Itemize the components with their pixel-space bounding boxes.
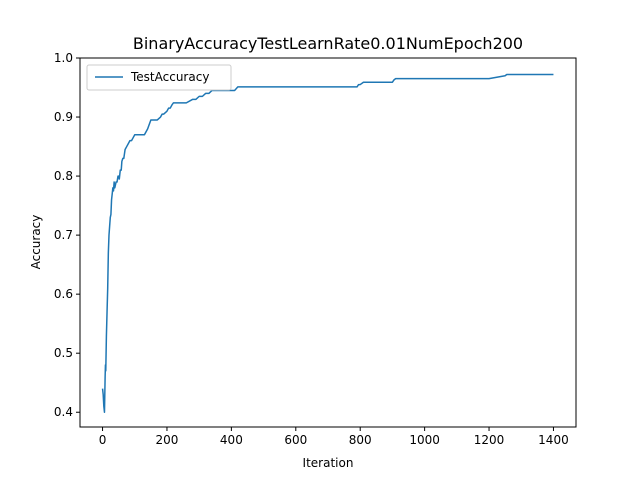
plot-frame [79,57,577,428]
y-tick-label: 0.8 [54,169,73,183]
chart-title: BinaryAccuracyTestLearnRate0.01NumEpoch2… [133,34,523,53]
y-tick-label: 0.4 [54,405,73,419]
x-tick-label: 0 [99,433,107,447]
y-tick-label: 0.5 [54,346,73,360]
y-tick-label: 0.9 [54,110,73,124]
y-tick-label: 0.7 [54,228,73,242]
x-tick-label: 1000 [409,433,440,447]
x-tick-label: 1200 [474,433,505,447]
y-tick-label: 0.6 [54,287,73,301]
x-axis-ticks: 0 200 400 600 800 1000 1200 1400 [99,427,569,447]
y-tick-label: 1.0 [54,51,73,65]
x-tick-label: 1400 [538,433,569,447]
y-axis-label: Accuracy [29,215,43,270]
series-line-testaccuracy [101,73,554,413]
legend-box [86,64,232,91]
plot-area [80,58,576,427]
x-tick-label: 600 [284,433,307,447]
y-axis-ticks: 0.4 0.5 0.6 0.7 0.8 0.9 1.0 [54,51,80,419]
legend-label-testaccuracy: TestAccuracy [130,70,209,84]
legend: TestAccuracy [86,64,232,91]
x-tick-label: 400 [220,433,243,447]
x-tick-label: 200 [156,433,179,447]
x-axis-label: Iteration [303,456,354,470]
x-tick-label: 800 [349,433,372,447]
